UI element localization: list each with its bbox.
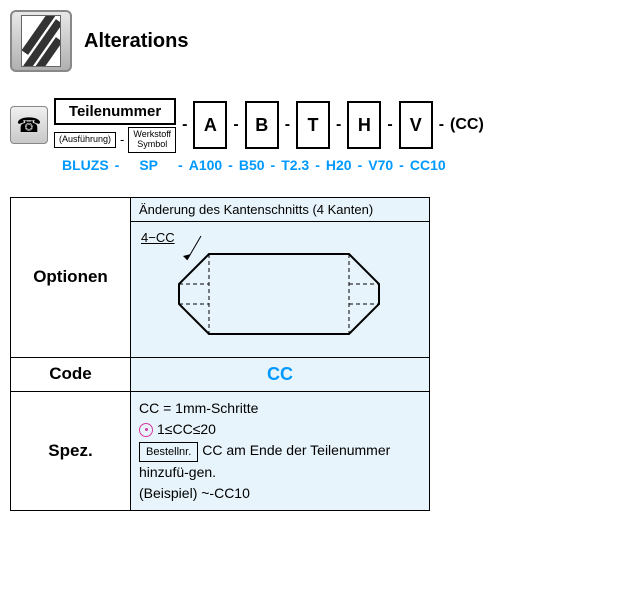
ex-p7: V70 — [368, 157, 393, 173]
header: Alterations — [10, 10, 629, 72]
ex-p1: BLUZS — [62, 157, 109, 173]
param-cc: (CC) — [450, 116, 484, 134]
sub-box-material: Werkstoff Symbol — [128, 127, 176, 153]
ex-p8: CC10 — [410, 157, 446, 173]
param-v: V — [399, 101, 433, 149]
header-title: Alterations — [84, 30, 188, 53]
ex-p3: A100 — [189, 157, 222, 173]
ex-p5: T2.3 — [281, 157, 309, 173]
dash: - — [182, 116, 187, 134]
param-h: H — [347, 101, 381, 149]
dash: - — [233, 116, 238, 134]
spec-line1: CC = 1mm-Schritte — [139, 398, 421, 419]
ex-p4: B50 — [239, 157, 265, 173]
ex-p2: SP — [139, 157, 158, 173]
dash: - — [387, 116, 392, 134]
alterations-icon — [10, 10, 72, 72]
spec-line4: (Beispiel) ~-CC10 — [139, 483, 421, 504]
bullet-icon — [139, 423, 153, 437]
dash: - — [439, 116, 444, 134]
spec-range: 1≤CC≤20 — [139, 419, 421, 440]
optionen-label: Optionen — [11, 197, 131, 357]
bestellnr-box: Bestellnr. — [139, 442, 198, 463]
code-label: Code — [11, 357, 131, 391]
dash: - — [285, 116, 290, 134]
partnumber-label: Teilenummer — [54, 98, 176, 125]
option-title: Änderung des Kantenschnitts (4 Kanten) — [131, 197, 430, 221]
phone-icon: ☎ — [10, 106, 48, 144]
dash: - — [336, 116, 341, 134]
ex-p6: H20 — [326, 157, 352, 173]
param-b: B — [245, 101, 279, 149]
param-a: A — [193, 101, 227, 149]
partnumber-row: ☎ Teilenummer (Ausführung) - Werkstoff S… — [10, 98, 629, 153]
sub-box-type: (Ausführung) — [54, 132, 116, 148]
chamfer-diagram — [139, 228, 419, 348]
param-t: T — [296, 101, 330, 149]
option-diagram-cell: 4−CC — [131, 221, 430, 357]
spec-cell: CC = 1mm-Schritte 1≤CC≤20 Bestellnr.CC a… — [131, 391, 430, 511]
dash: - — [120, 132, 124, 147]
example-row: BLUZS - SP - A100 - B50 - T2.3 - H20 - V… — [62, 157, 629, 173]
spez-label: Spez. — [11, 391, 131, 511]
cc-annotation: 4−CC — [141, 230, 175, 245]
spec-line3: Bestellnr.CC am Ende der Teilenummer hin… — [139, 440, 421, 484]
code-value: CC — [131, 357, 430, 391]
options-table: Optionen Änderung des Kantenschnitts (4 … — [10, 197, 430, 512]
